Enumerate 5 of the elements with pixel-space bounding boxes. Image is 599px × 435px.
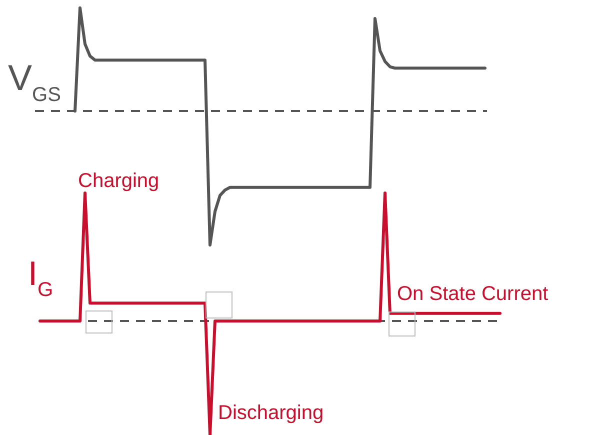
annotation: On State Current: [397, 283, 549, 305]
annotation: Charging: [78, 170, 160, 192]
y-axis-title: I$_{G}$: [28, 255, 54, 301]
y-axis-title: V$_{GS}$: [8, 57, 61, 106]
annotation: Discharging: [218, 402, 324, 424]
